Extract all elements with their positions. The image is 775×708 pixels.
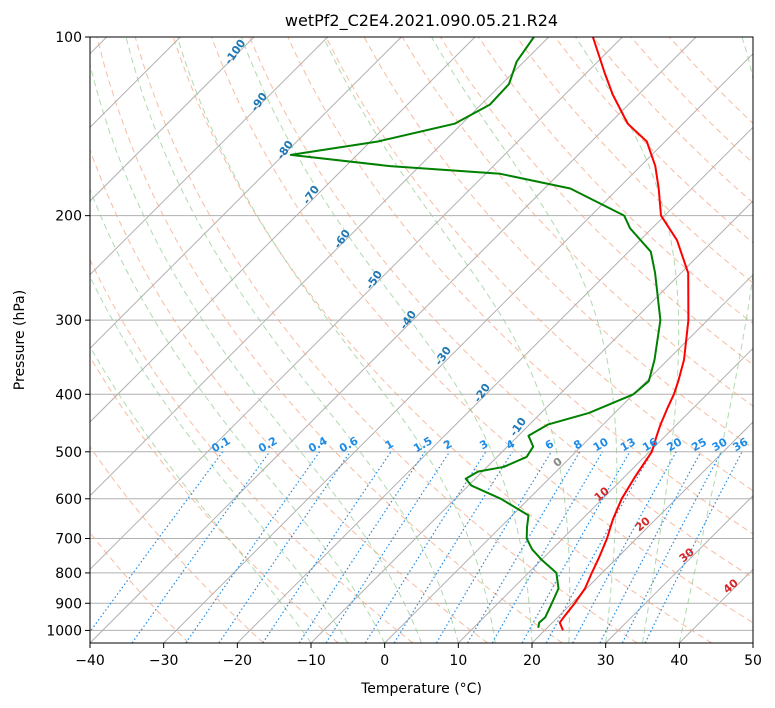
isotherm-line: [163, 52, 753, 643]
moist-adiabat-line: [90, 345, 312, 643]
isotherm-line: [457, 347, 753, 643]
x-tick-label: −40: [75, 653, 105, 669]
moist-adiabat-line: [431, 37, 618, 643]
dewpoint-profile-line: [289, 37, 662, 628]
mixing-ratio-line: [521, 451, 631, 643]
y-tick-label: 800: [55, 566, 82, 582]
mixing-ratio-line: [298, 451, 426, 643]
chart-title: wetPf2_C2E4.2021.090.05.21.R24: [285, 11, 558, 31]
axes: −40 −30 −20 −10 0 10 20 30 40 50 100 200 300 400 500 60…: [46, 30, 762, 669]
x-tick-label: −10: [296, 653, 326, 669]
x-tick-label: 50: [744, 653, 762, 669]
moist-adiabat-line: [240, 37, 533, 643]
y-tick-label: 300: [55, 313, 82, 329]
isotherm-line: [90, 37, 550, 497]
moist-adiabat-line: [176, 37, 496, 643]
mixing-ratio-line: [545, 451, 653, 643]
y-tick-label: 400: [55, 387, 82, 403]
mixing-ratio-line: [364, 451, 487, 643]
isotherm-line: [90, 37, 623, 571]
dry-adiabat-line: [287, 37, 753, 535]
moist-adiabat-line: [323, 37, 571, 643]
y-tick-label: 200: [55, 209, 82, 225]
x-tick-label: 20: [523, 653, 541, 669]
moist-adiabat-line: [90, 275, 349, 643]
moist-adiabat-line: [90, 188, 386, 643]
dry-adiabat-line: [96, 37, 563, 643]
plot-frame: [89, 36, 754, 644]
dry-adiabat-line: [249, 37, 753, 579]
y-tick-label: 900: [55, 596, 82, 612]
y-axis-label: Pressure (hPa): [12, 290, 28, 390]
x-tick-label: 0: [380, 653, 389, 669]
isotherm-line: [90, 37, 402, 350]
moist-adiabat-line: [575, 37, 680, 643]
temperature-profile-line: [558, 37, 690, 631]
dry-adiabat-line: [90, 258, 414, 643]
isotherm-line: [90, 37, 476, 423]
moist-adiabat-line: [90, 62, 422, 643]
dry-adiabat-line: [211, 37, 753, 624]
isotherm-line: [90, 37, 697, 643]
dry-adiabat-line: [516, 37, 753, 284]
plot-area: [90, 37, 753, 643]
x-tick-label: 40: [670, 653, 688, 669]
y-tick-label: 600: [55, 492, 82, 508]
data-area: [289, 37, 690, 631]
isotherm-line: [531, 421, 753, 643]
mixing-ratio-line: [572, 451, 677, 643]
dry-adiabat-line: [90, 355, 339, 643]
mixing-ratio-line: [262, 451, 392, 643]
x-axis-label: Temperature (°C): [360, 681, 482, 697]
x-tick-label: −30: [149, 653, 179, 669]
mixing-ratio-line: [325, 451, 451, 643]
isotherm-line: [605, 494, 753, 643]
mixing-ratio-line: [644, 451, 743, 643]
y-tick-label: 100: [55, 30, 82, 46]
x-tick-label: −20: [223, 653, 253, 669]
moist-adiabat-line: [125, 37, 459, 643]
isotherm-line: [90, 37, 255, 202]
y-tick-label: 1000: [46, 623, 82, 639]
mixing-ratio-line: [435, 451, 552, 643]
y-tick-label: 700: [55, 532, 82, 548]
x-tick-label: 10: [449, 653, 467, 669]
mixing-ratio-line: [218, 451, 351, 643]
mixing-ratio-line: [131, 451, 271, 643]
mixing-ratio-line: [599, 451, 702, 643]
mixing-ratio-line: [90, 451, 224, 633]
mixing-ratio-line: [185, 451, 321, 643]
moist-adiabat-line: [678, 37, 753, 643]
isotherm-line: [90, 37, 329, 276]
isotherm-line: [384, 273, 753, 643]
y-tick-label: 500: [55, 445, 82, 461]
isotherm-line: [236, 126, 753, 643]
x-tick-label: 30: [597, 653, 615, 669]
dry-adiabat-line: [90, 445, 264, 643]
dry-adiabat-line: [325, 37, 753, 492]
dry-adiabat-line: [172, 37, 712, 643]
